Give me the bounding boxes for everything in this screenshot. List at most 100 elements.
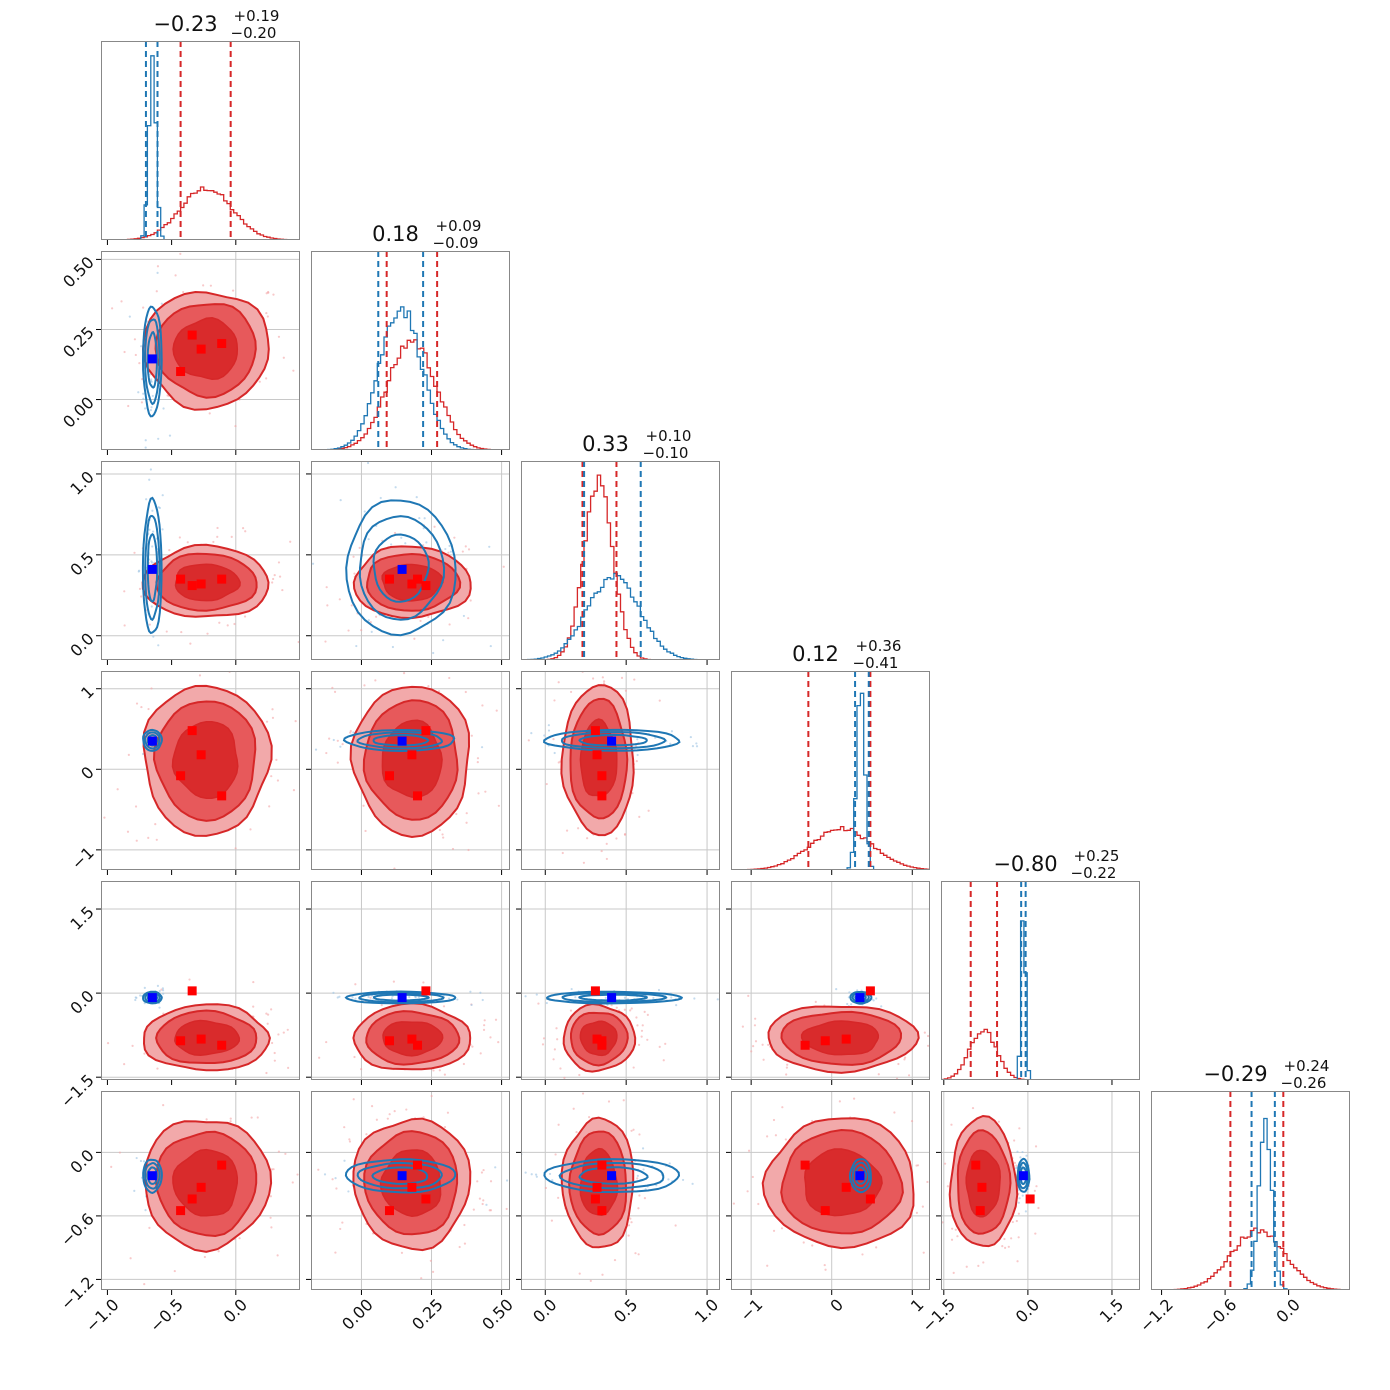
red-sample-point (271, 708, 274, 711)
red-sample-point (467, 548, 471, 551)
blue-sample-point (150, 560, 153, 563)
red-sample-point (216, 526, 219, 530)
x-tick-label: 0.0 (1272, 1295, 1303, 1326)
panel-content (521, 1091, 726, 1290)
red-sample-point (943, 1162, 947, 1165)
blue-sample-point (151, 509, 154, 512)
red-sample-point (360, 629, 363, 632)
blue-sample-point (400, 536, 403, 539)
red-sample-point (198, 674, 202, 677)
blue-sample-point (681, 1178, 685, 1182)
red-sample-point (238, 1237, 241, 1240)
red-sample-point (271, 1041, 274, 1045)
red-sample-point (631, 792, 634, 795)
red-sample-point (143, 1052, 146, 1055)
red-sample-point (150, 687, 153, 690)
red-sample-point (386, 1117, 389, 1120)
red-sample-point (140, 401, 144, 404)
blue-sample-point (734, 747, 736, 749)
red-sample-point (550, 1219, 553, 1222)
panel-title: −0.29 (1203, 1062, 1267, 1086)
red-sample-point (1013, 1161, 1017, 1164)
panel-1-1: 0.18 +0.09−0.09 (311, 217, 510, 455)
red-sample-point (205, 1118, 208, 1121)
red-sample-point (212, 540, 215, 544)
red-sample-point (483, 1019, 486, 1022)
red-sample-point (313, 1183, 315, 1185)
red-sample-point (577, 827, 580, 830)
red-sample-point (578, 1073, 581, 1077)
panel-title-plus: +0.09 (436, 217, 482, 235)
red-sample-point (233, 622, 236, 626)
red-sample-point (746, 1190, 749, 1193)
panel-frame (521, 881, 720, 1080)
red-marker (820, 1206, 830, 1216)
blue-sample-point (151, 394, 154, 398)
red-sample-point (1018, 1127, 1021, 1130)
red-sample-point (448, 676, 451, 680)
blue-marker (147, 354, 157, 364)
blue-sample-point (570, 987, 573, 991)
blue-sample-point (394, 486, 397, 489)
blue-sample-point (480, 746, 484, 749)
red-sample-point (861, 1253, 864, 1256)
red-histogram (731, 825, 930, 870)
red-histogram (941, 1028, 1140, 1080)
panel-content (731, 881, 930, 1086)
blue-sample-point (480, 752, 482, 754)
blue-contour (578, 1166, 649, 1185)
red-sample-point (907, 1074, 911, 1077)
red-sample-point (286, 1028, 289, 1031)
panel-title-plus: +0.24 (1284, 1057, 1330, 1075)
red-sample-point (610, 1004, 613, 1007)
red-sample-point (635, 760, 638, 763)
red-sample-point (165, 630, 168, 633)
red-sample-point (637, 1253, 640, 1256)
red-sample-point (432, 1069, 435, 1072)
panel-title-minus: −0.41 (853, 654, 899, 672)
red-sample-point (478, 1197, 482, 1200)
blue-sample-point (724, 1194, 726, 1196)
red-sample-point (229, 1120, 232, 1123)
red-sample-point (155, 290, 158, 293)
y-tick-label: −1 (68, 843, 98, 873)
red-sample-point (134, 805, 138, 808)
red-sample-point (331, 1178, 334, 1181)
red-sample-point (186, 541, 189, 544)
red-histogram (311, 339, 510, 450)
red-sample-point (291, 1181, 294, 1184)
red-sample-point (256, 1116, 259, 1119)
red-sample-point (489, 1180, 493, 1183)
blue-contour (144, 1162, 161, 1190)
red-sample-point (555, 1027, 558, 1030)
red-sample-point (635, 1016, 638, 1019)
red-sample-point (620, 676, 624, 679)
blue-marker (607, 1171, 617, 1181)
panel-4-3 (726, 881, 930, 1086)
red-sample-point (640, 1035, 643, 1038)
red-sample-point (419, 619, 422, 623)
red-sample-point (786, 1063, 789, 1066)
blue-sample-point (168, 434, 172, 437)
red-sample-point (347, 629, 350, 632)
red-sample-point (284, 1152, 287, 1155)
blue-sample-point (545, 1001, 548, 1005)
red-sample-point (601, 876, 603, 878)
blue-sample-point (161, 989, 165, 992)
red-sample-point (766, 1264, 769, 1267)
blue-sample-point (157, 644, 160, 647)
red-sample-point (397, 1083, 399, 1085)
red-sample-point (484, 790, 487, 793)
panel-0-0: −0.23 +0.19−0.20 (101, 7, 300, 245)
red-sample-point (946, 1185, 949, 1188)
red-sample-point (757, 1084, 759, 1086)
red-sample-point (465, 812, 468, 815)
red-sample-point (472, 1208, 475, 1211)
blue-sample-point (846, 1002, 849, 1006)
red-marker (597, 1040, 607, 1050)
red-marker (217, 791, 227, 801)
red-sample-point (287, 1066, 290, 1069)
red-sample-point (921, 1205, 924, 1208)
red-sample-point (216, 535, 219, 538)
red-sample-point (1034, 1232, 1037, 1235)
